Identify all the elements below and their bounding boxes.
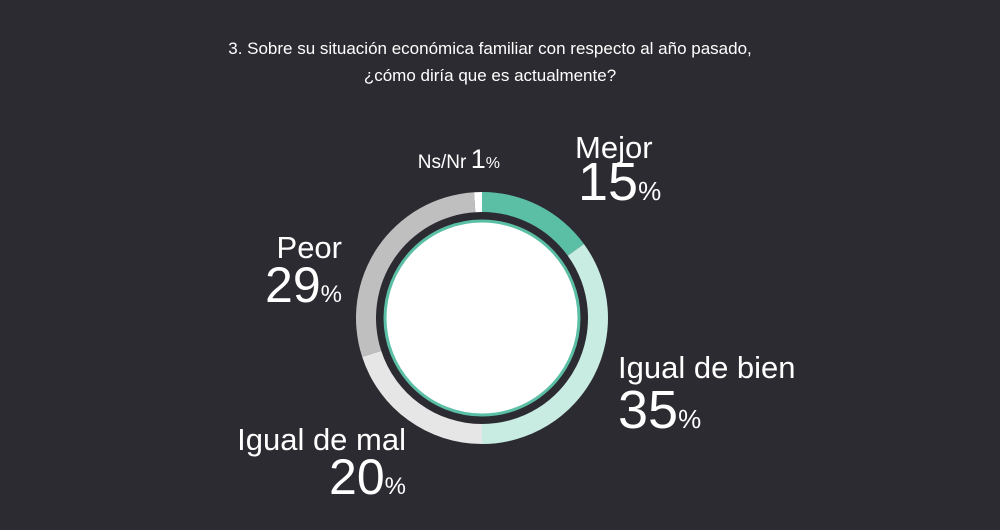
- donut-segment: [482, 192, 584, 256]
- donut-segment: [482, 243, 609, 444]
- data-label-group: Ns/Nr 1%: [418, 144, 500, 174]
- value-label: 20%: [329, 449, 406, 505]
- donut-segment: [474, 192, 482, 213]
- chart-title: 3. Sobre su situación económica familiar…: [228, 39, 752, 58]
- chart-title: ¿cómo diría que es actualmente?: [364, 66, 616, 85]
- inner-circle: [383, 219, 581, 417]
- donut-segment: [362, 350, 482, 444]
- category-label: Peor: [277, 230, 342, 265]
- category-label: Ns/Nr: [418, 152, 467, 173]
- value-label: 35%: [618, 380, 701, 440]
- donut-segment: [355, 192, 476, 357]
- category-label: Igual de bien: [618, 350, 796, 385]
- value-label: 29%: [265, 257, 342, 313]
- value-label: 1%: [471, 144, 500, 174]
- value-label: 15%: [578, 152, 661, 212]
- category-label: Igual de mal: [237, 422, 406, 457]
- category-label: Mejor: [575, 130, 653, 165]
